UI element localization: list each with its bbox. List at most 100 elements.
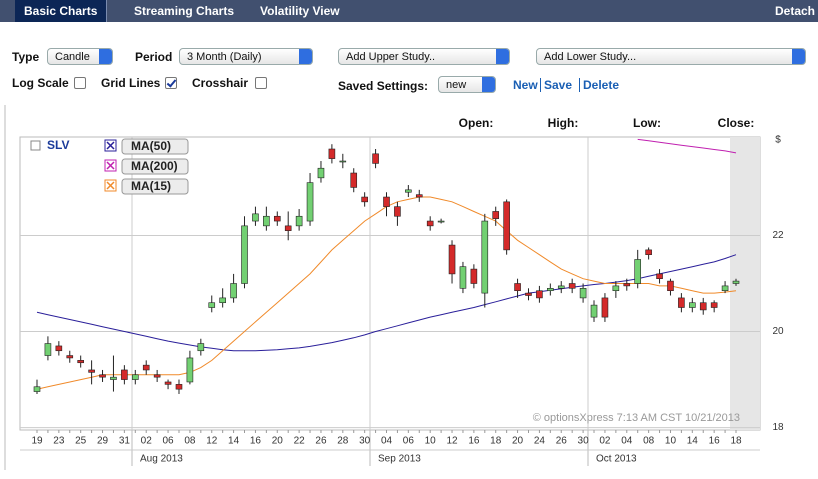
candle-body (317, 167, 325, 179)
x-tick-label: 18 (730, 436, 742, 447)
candle-body (481, 220, 489, 294)
candle-body (623, 283, 631, 287)
candle-body (492, 211, 500, 219)
x-tick-label: 12 (206, 436, 218, 447)
candle-body (732, 280, 740, 284)
x-tick-label: 31 (119, 436, 131, 447)
tab-bar: Basic Charts Streaming Charts Volatility… (0, 0, 818, 22)
legend-button[interactable] (121, 138, 189, 155)
label: Crosshair (192, 76, 249, 90)
candle-body (44, 343, 52, 356)
candle-body (383, 196, 390, 207)
x-tick-label: 10 (665, 436, 677, 447)
legend-x (106, 141, 115, 150)
candle-body (405, 189, 412, 193)
candle-body (721, 285, 729, 292)
legend-button[interactable] (121, 178, 189, 195)
candle-body (514, 283, 521, 292)
x-tick-label: 26 (556, 436, 568, 447)
candle-body (699, 302, 707, 311)
link[interactable]: New (513, 78, 538, 92)
select[interactable]: 3 Month (Daily) (179, 48, 313, 65)
candle-body (110, 376, 117, 380)
legend-x (106, 181, 115, 190)
x-tick-label: 23 (53, 436, 65, 447)
candle-body (437, 220, 445, 223)
x-tick-label: 19 (31, 436, 43, 447)
symbol-checkbox[interactable] (30, 140, 41, 151)
tab[interactable]: Volatility View (260, 4, 340, 18)
tab[interactable]: Basic Charts (15, 0, 108, 22)
select[interactable]: Candle (47, 48, 113, 65)
checkbox[interactable] (74, 77, 86, 89)
candle-body (459, 266, 467, 289)
x-tick-label: 10 (425, 436, 437, 447)
candle-body (579, 288, 587, 299)
x-tick-label: 29 (97, 436, 109, 447)
link[interactable]: Save (540, 78, 572, 92)
x-tick-label: 14 (687, 436, 699, 447)
candle-body (612, 285, 620, 292)
checkbox[interactable] (255, 77, 267, 89)
candle-body (208, 302, 216, 308)
y-tick-label: 18 (772, 422, 784, 433)
candle-body (394, 206, 401, 217)
x-tick-label: 08 (643, 436, 655, 447)
x-tick-label: 20 (512, 436, 524, 447)
candle-body (339, 160, 347, 163)
candle-body (350, 172, 358, 188)
y-tick-label: 22 (772, 230, 784, 241)
detach[interactable]: Detach (775, 4, 816, 18)
candle-body (241, 225, 248, 284)
candle-body (99, 374, 106, 378)
label: Period (135, 50, 173, 64)
candle-body (678, 297, 685, 308)
x-tick-label: 16 (709, 436, 721, 447)
label: Grid Lines (101, 76, 161, 90)
ma-line (637, 138, 737, 154)
legend-button[interactable] (121, 158, 189, 175)
candle-body (295, 215, 303, 227)
candle-body (656, 273, 663, 279)
link[interactable]: Delete (579, 78, 619, 92)
x-tick-label: 30 (578, 436, 590, 447)
quote-label: Close: (718, 116, 755, 130)
candle-body (153, 374, 161, 378)
candle-body (470, 268, 478, 284)
x-tick-label: 14 (228, 436, 240, 447)
candle-body (689, 302, 696, 308)
legend-label: MA(200) (131, 159, 178, 173)
candle-body (252, 213, 259, 222)
x-tick-label: 16 (468, 436, 480, 447)
x-tick-label: 26 (315, 436, 327, 447)
candle-body (186, 357, 194, 383)
candle-body (525, 292, 532, 296)
x-tick-label: 30 (359, 436, 371, 447)
candle-body (131, 374, 139, 380)
candle-body (175, 384, 183, 390)
candle-body (503, 201, 510, 251)
tab[interactable]: Streaming Charts (134, 4, 235, 18)
candle-body (448, 244, 456, 275)
select[interactable]: new (438, 76, 496, 93)
x-tick-label: 22 (294, 436, 306, 447)
candle-body (121, 369, 128, 380)
candle-body (230, 283, 237, 299)
select[interactable]: Add Upper Study.. (338, 48, 510, 65)
candle-body (710, 302, 718, 308)
x-tick-label: 04 (621, 436, 633, 447)
candle-body (557, 285, 565, 289)
y-tick-label: 20 (772, 326, 784, 337)
x-tick-label: 12 (446, 436, 458, 447)
candle-body (328, 148, 336, 159)
symbol: SLV (47, 138, 69, 152)
select[interactable]: Add Lower Study... (536, 48, 806, 65)
candle-body (667, 280, 674, 292)
chart: Open: High: Low: Close: $18 20 22 Aug 2013 Sep 2… (4, 105, 784, 470)
legend-label: MA(50) (131, 139, 171, 153)
candle-body (273, 215, 281, 222)
checkbox[interactable] (165, 77, 177, 89)
candle-body (361, 196, 368, 203)
candle-body (601, 297, 609, 318)
candle-body (426, 220, 434, 227)
